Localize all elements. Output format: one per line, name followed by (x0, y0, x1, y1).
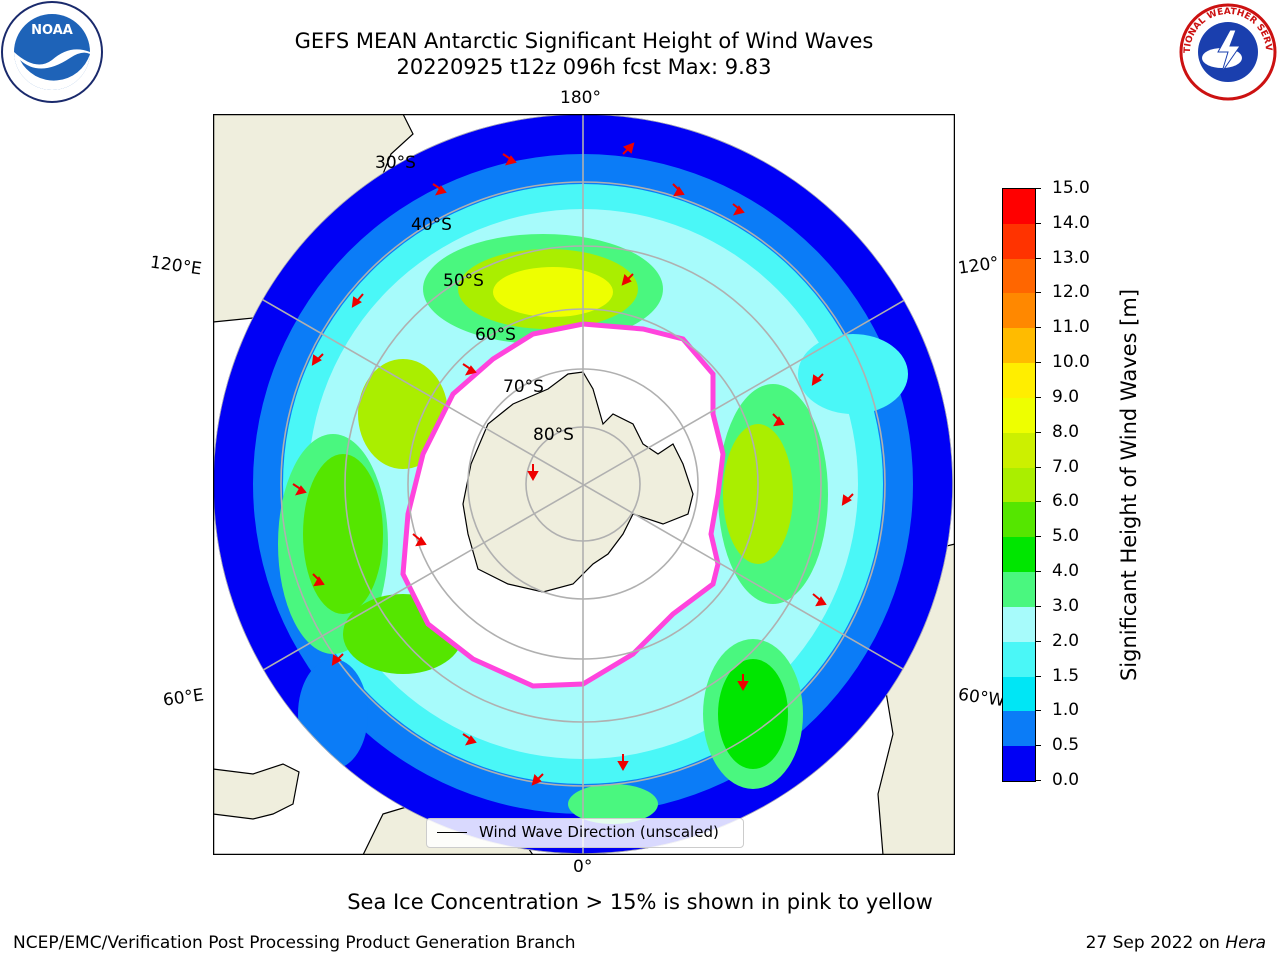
colorbar-tick-label: 1.0 (1052, 700, 1080, 721)
colorbar-tick-label: 8.0 (1052, 421, 1080, 442)
colorbar-segment (1003, 292, 1035, 329)
colorbar-segment (1003, 710, 1035, 747)
colorbar-tick-mark (1035, 188, 1041, 189)
colorbar-tick-label: 2.0 (1052, 630, 1080, 651)
colorbar-tick-label: 5.0 (1052, 526, 1080, 547)
colorbar-segment (1003, 745, 1035, 781)
colorbar-segment (1003, 432, 1035, 468)
colorbar-segment (1003, 397, 1035, 433)
colorbar (1002, 188, 1036, 782)
colorbar-tick-mark (1035, 605, 1041, 607)
colorbar-tick-label: 0.0 (1052, 770, 1080, 790)
colorbar-segment (1003, 467, 1035, 503)
lon-label-180: 180° (560, 88, 601, 108)
colorbar-segment (1003, 188, 1035, 224)
footer-date: 27 Sep 2022 on (1085, 933, 1220, 953)
noaa-logo-text: NOAA (31, 23, 73, 38)
colorbar-tick-label: 4.0 (1052, 561, 1080, 582)
colorbar-segment (1003, 606, 1035, 642)
colorbar-tick-mark (1035, 327, 1041, 329)
colorbar-tick-label: 3.0 (1052, 595, 1080, 616)
colorbar-tick-mark (1035, 501, 1041, 503)
colorbar-tick-mark (1035, 396, 1041, 398)
colorbar-tick-label: 14.0 (1052, 212, 1090, 233)
colorbar-tick-mark (1035, 431, 1041, 433)
polar-map: 30°S 40°S 50°S 60°S 70°S 80°S (213, 114, 955, 855)
colorbar-segment (1003, 676, 1035, 712)
chart-subtitle: 20220925 t12z 096h fcst Max: 9.83 (396, 55, 772, 79)
map-legend: Wind Wave Direction (unscaled) (426, 818, 744, 848)
colorbar-tick-mark (1035, 640, 1041, 642)
colorbar-tick-label: 6.0 (1052, 491, 1080, 512)
colorbar-tick-mark (1035, 710, 1041, 712)
colorbar-segment (1003, 223, 1035, 259)
colorbar-tick-label: 9.0 (1052, 386, 1080, 407)
colorbar-segment (1003, 571, 1035, 607)
colorbar-tick-mark (1035, 362, 1041, 364)
footer-left: NCEP/EMC/Verification Post Processing Pr… (13, 933, 576, 953)
colorbar-tick-mark (1035, 780, 1041, 781)
chart-title: GEFS MEAN Antarctic Significant Height o… (294, 29, 874, 53)
colorbar-tick-mark (1035, 466, 1041, 468)
lat-label-40s: 40°S (411, 215, 452, 235)
colorbar-tick-label: 13.0 (1052, 247, 1090, 268)
lat-label-30s: 30°S (375, 153, 416, 173)
nws-logo-icon: NATIONAL WEATHER SERVICE (1178, 0, 1277, 101)
colorbar-tick-mark (1035, 536, 1041, 538)
legend-text: Wind Wave Direction (unscaled) (479, 823, 719, 841)
sea-ice-note: Sea Ice Concentration > 15% is shown in … (347, 890, 933, 914)
africa-land (213, 763, 300, 820)
colorbar-tick-label: 1.5 (1052, 665, 1080, 686)
colorbar-segment (1003, 536, 1035, 573)
noaa-logo-icon: NOAA (1, 1, 103, 103)
colorbar-tick-mark (1035, 222, 1041, 224)
colorbar-tick-mark (1035, 675, 1041, 677)
colorbar-tick-mark (1035, 292, 1041, 294)
colorbar-segment (1003, 641, 1035, 677)
legend-line-icon (437, 832, 467, 833)
lon-label-60e: 60°E (161, 685, 206, 711)
colorbar-tick-label: 12.0 (1052, 282, 1090, 303)
colorbar-segment (1003, 362, 1035, 398)
lon-label-120e: 120°E (148, 252, 203, 280)
colorbar-tick-label: 10.0 (1052, 352, 1090, 373)
colorbar-tick-label: 0.5 (1052, 735, 1080, 756)
footer-host: Hera (1225, 933, 1266, 953)
colorbar-segment (1003, 501, 1035, 538)
colorbar-tick-label: 7.0 (1052, 456, 1080, 477)
lat-label-60s: 60°S (475, 325, 516, 345)
lon-label-0: 0° (573, 857, 593, 877)
lon-label-60w: 60°W (956, 684, 1007, 712)
lat-label-80s: 80°S (533, 425, 574, 445)
colorbar-tick-label: 11.0 (1052, 317, 1090, 338)
colorbar-tick-label: 15.0 (1052, 178, 1090, 198)
footer-right: 27 Sep 2022 on Hera (1086, 933, 1266, 953)
lon-label-120w: 120° (956, 253, 1001, 279)
colorbar-segment (1003, 258, 1035, 294)
colorbar-tick-mark (1035, 571, 1041, 573)
lat-label-70s: 70°S (503, 377, 544, 397)
colorbar-tick-mark (1035, 257, 1041, 259)
colorbar-tick-mark (1035, 745, 1041, 747)
colorbar-label: Significant Height of Wind Waves [m] (1117, 288, 1141, 682)
colorbar-segment (1003, 327, 1035, 364)
lat-label-50s: 50°S (443, 271, 484, 291)
